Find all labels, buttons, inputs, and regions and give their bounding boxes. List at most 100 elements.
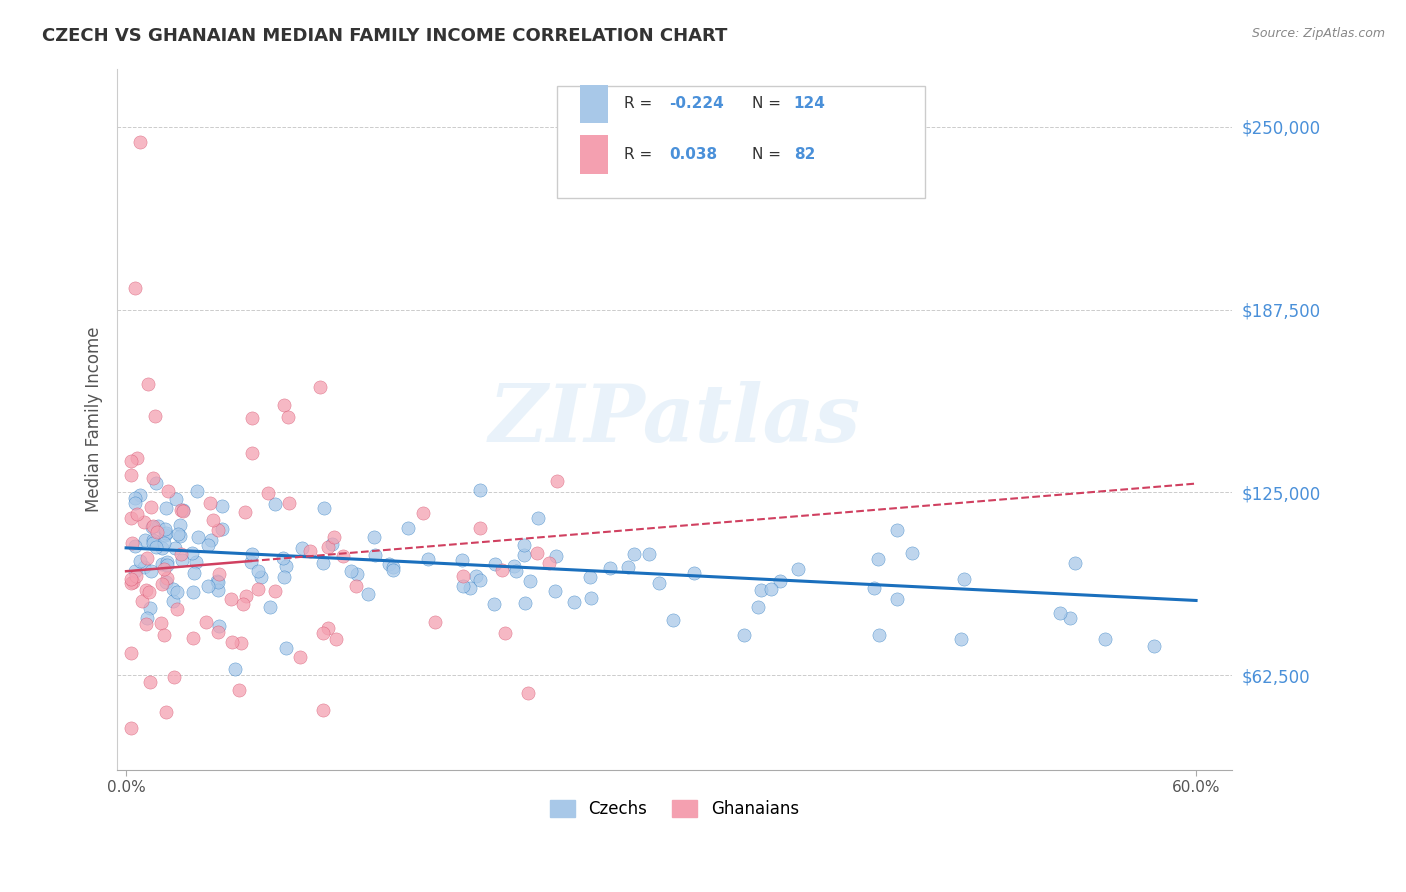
Point — [257, 485, 280, 500]
Point — [868, 628, 890, 642]
Point — [357, 587, 380, 601]
Point — [544, 584, 567, 599]
Point — [197, 579, 219, 593]
Point — [515, 596, 537, 610]
Point — [526, 511, 548, 525]
Point — [250, 570, 273, 584]
Point — [516, 686, 538, 700]
Point — [136, 377, 159, 392]
Point — [382, 563, 405, 577]
Point — [526, 546, 548, 560]
Point — [135, 616, 157, 631]
Point — [150, 577, 173, 591]
Point — [120, 511, 142, 525]
Point — [322, 530, 344, 544]
Point — [453, 578, 475, 592]
Point — [207, 582, 229, 597]
Point — [271, 551, 294, 566]
Point — [291, 541, 314, 555]
Point — [460, 581, 482, 595]
Point — [120, 467, 142, 482]
Point — [141, 520, 163, 534]
Point — [183, 585, 205, 599]
FancyBboxPatch shape — [579, 136, 607, 174]
Point — [235, 590, 257, 604]
Point — [638, 548, 661, 562]
Point — [143, 409, 166, 423]
Point — [139, 601, 162, 615]
Point — [318, 541, 340, 555]
Point — [207, 624, 229, 639]
Point — [953, 573, 976, 587]
Point — [139, 675, 162, 690]
Point — [142, 536, 165, 550]
Point — [131, 593, 153, 607]
Point — [332, 549, 354, 564]
Point — [579, 591, 602, 606]
Point — [166, 584, 188, 599]
Point — [325, 632, 347, 647]
Point — [1049, 606, 1071, 620]
Point — [599, 561, 621, 575]
Point — [1142, 639, 1164, 653]
Point — [162, 582, 184, 596]
Point — [273, 570, 295, 584]
Point — [240, 446, 263, 460]
Point — [288, 650, 311, 665]
Point — [141, 500, 163, 514]
Point — [120, 454, 142, 468]
Point — [224, 662, 246, 676]
Point — [169, 529, 191, 543]
Point — [120, 646, 142, 660]
Point — [153, 535, 176, 549]
Point — [163, 671, 186, 685]
Point — [562, 595, 585, 609]
Point — [156, 558, 179, 572]
Point — [299, 544, 322, 558]
Point — [321, 537, 343, 551]
Point — [219, 592, 242, 607]
Point — [138, 585, 160, 599]
Point — [277, 410, 299, 425]
Point — [240, 411, 263, 425]
Point — [513, 549, 536, 563]
Point — [396, 521, 419, 535]
Point — [276, 640, 298, 655]
Point — [221, 634, 243, 648]
Point — [170, 502, 193, 516]
Point — [423, 615, 446, 629]
Point — [769, 574, 792, 588]
Point — [502, 558, 524, 573]
Point — [166, 602, 188, 616]
Text: Source: ZipAtlas.com: Source: ZipAtlas.com — [1251, 27, 1385, 40]
Point — [246, 564, 269, 578]
Point — [207, 523, 229, 537]
Point — [263, 584, 285, 599]
Point — [648, 575, 671, 590]
Point — [278, 495, 301, 509]
Point — [162, 594, 184, 608]
Point — [208, 567, 231, 582]
Point — [155, 526, 177, 541]
FancyBboxPatch shape — [579, 85, 607, 123]
Point — [363, 531, 385, 545]
Point — [181, 546, 204, 560]
Point — [274, 558, 297, 573]
Point — [155, 574, 177, 589]
Point — [1094, 632, 1116, 646]
Text: 0.038: 0.038 — [669, 147, 717, 162]
Point — [163, 541, 186, 556]
Text: 82: 82 — [794, 147, 815, 162]
Point — [142, 471, 165, 485]
Point — [1063, 556, 1085, 570]
Point — [482, 598, 505, 612]
Point — [465, 569, 488, 583]
Text: CZECH VS GHANAIAN MEDIAN FAMILY INCOME CORRELATION CHART: CZECH VS GHANAIAN MEDIAN FAMILY INCOME C… — [42, 27, 727, 45]
Point — [155, 501, 177, 516]
Point — [233, 504, 256, 518]
Point — [733, 628, 755, 642]
Point — [200, 533, 222, 547]
Point — [240, 547, 263, 561]
Point — [155, 528, 177, 542]
Point — [259, 599, 281, 614]
